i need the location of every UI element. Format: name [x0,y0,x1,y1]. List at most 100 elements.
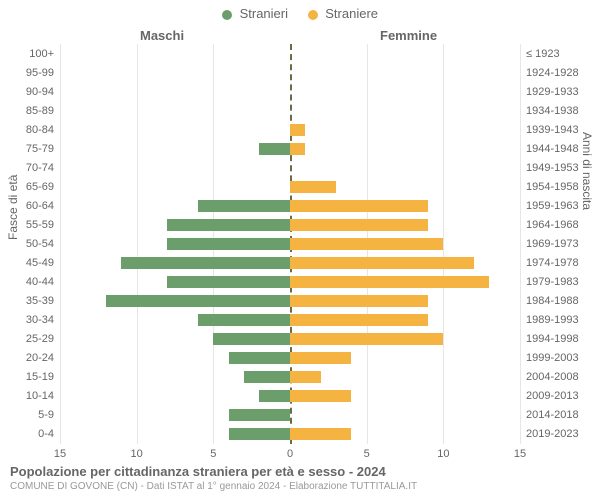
bar-female [290,371,321,383]
bar-female [290,257,474,269]
birth-year-label: 1929-1933 [520,84,579,100]
bar-male [259,143,290,155]
birth-year-label: 1974-1978 [520,255,579,271]
birth-year-label: 1994-1998 [520,331,579,347]
age-label: 95-99 [26,65,60,81]
pyramid-row: 45-491974-1978 [60,255,520,271]
pyramid-row: 80-841939-1943 [60,122,520,138]
birth-year-label: 1999-2003 [520,350,579,366]
age-label: 70-74 [26,160,60,176]
y-axis-title-right: Anni di nascita [580,132,594,210]
birth-year-label: 2009-2013 [520,388,579,404]
age-label: 80-84 [26,122,60,138]
x-tick-label: 5 [210,448,216,460]
pyramid-chart: Stranieri Straniere Maschi Femmine Fasce… [0,0,600,500]
bar-female [290,181,336,193]
age-label: 30-34 [26,312,60,328]
column-title-right: Femmine [380,28,437,43]
age-label: 10-14 [26,388,60,404]
birth-year-label: 2014-2018 [520,407,579,423]
birth-year-label: 1944-1948 [520,141,579,157]
bar-male [259,390,290,402]
plot-area: 15105051015100+≤ 192395-991924-192890-94… [60,44,520,444]
bar-male [229,352,290,364]
birth-year-label: 1949-1953 [520,160,579,176]
pyramid-row: 40-441979-1983 [60,274,520,290]
age-label: 40-44 [26,274,60,290]
column-title-left: Maschi [140,28,184,43]
legend: Stranieri Straniere [0,6,600,21]
age-label: 45-49 [26,255,60,271]
pyramid-row: 90-941929-1933 [60,84,520,100]
pyramid-row: 65-691954-1958 [60,179,520,195]
bar-male [106,295,290,307]
age-label: 50-54 [26,236,60,252]
pyramid-row: 85-891934-1938 [60,103,520,119]
age-label: 25-29 [26,331,60,347]
bar-female [290,219,428,231]
pyramid-row: 55-591964-1968 [60,217,520,233]
birth-year-label: 1959-1963 [520,198,579,214]
bar-female [290,314,428,326]
x-tick-label: 10 [437,448,449,460]
age-label: 100+ [29,46,60,62]
birth-year-label: 1969-1973 [520,236,579,252]
pyramid-row: 5-92014-2018 [60,407,520,423]
pyramid-row: 50-541969-1973 [60,236,520,252]
pyramid-row: 75-791944-1948 [60,141,520,157]
age-label: 5-9 [38,407,60,423]
pyramid-row: 35-391984-1988 [60,293,520,309]
bar-female [290,238,443,250]
footer: Popolazione per cittadinanza straniera p… [10,464,590,492]
bar-female [290,124,305,136]
age-label: 85-89 [26,103,60,119]
bar-male [244,371,290,383]
footer-title: Popolazione per cittadinanza straniera p… [10,464,590,479]
birth-year-label: 1934-1938 [520,103,579,119]
birth-year-label: 2019-2023 [520,426,579,442]
legend-label-female: Straniere [325,6,378,21]
x-tick-label: 15 [54,448,66,460]
legend-item-female: Straniere [308,6,378,21]
age-label: 15-19 [26,369,60,385]
age-label: 55-59 [26,217,60,233]
x-tick-label: 10 [131,448,143,460]
pyramid-row: 60-641959-1963 [60,198,520,214]
bar-male [167,276,290,288]
birth-year-label: 1989-1993 [520,312,579,328]
bar-female [290,200,428,212]
pyramid-row: 10-142009-2013 [60,388,520,404]
age-label: 60-64 [26,198,60,214]
birth-year-label: 1939-1943 [520,122,579,138]
birth-year-label: 2004-2008 [520,369,579,385]
legend-swatch-male [222,10,232,20]
pyramid-row: 15-192004-2008 [60,369,520,385]
bar-male [198,200,290,212]
bar-female [290,333,443,345]
pyramid-row: 25-291994-1998 [60,331,520,347]
bar-female [290,276,489,288]
bar-female [290,390,351,402]
x-tick-label: 0 [287,448,293,460]
footer-subtitle: COMUNE DI GOVONE (CN) - Dati ISTAT al 1°… [10,481,590,492]
age-label: 35-39 [26,293,60,309]
pyramid-row: 30-341989-1993 [60,312,520,328]
pyramid-row: 70-741949-1953 [60,160,520,176]
x-tick-label: 15 [514,448,526,460]
birth-year-label: 1984-1988 [520,293,579,309]
age-label: 75-79 [26,141,60,157]
pyramid-row: 20-241999-2003 [60,350,520,366]
birth-year-label: 1924-1928 [520,65,579,81]
y-axis-title-left: Fasce di età [6,175,20,240]
pyramid-row: 0-42019-2023 [60,426,520,442]
bar-female [290,428,351,440]
birth-year-label: 1964-1968 [520,217,579,233]
age-label: 65-69 [26,179,60,195]
pyramid-row: 100+≤ 1923 [60,46,520,62]
birth-year-label: 1954-1958 [520,179,579,195]
age-label: 20-24 [26,350,60,366]
age-label: 90-94 [26,84,60,100]
bar-male [167,238,290,250]
pyramid-row: 95-991924-1928 [60,65,520,81]
legend-item-male: Stranieri [222,6,288,21]
